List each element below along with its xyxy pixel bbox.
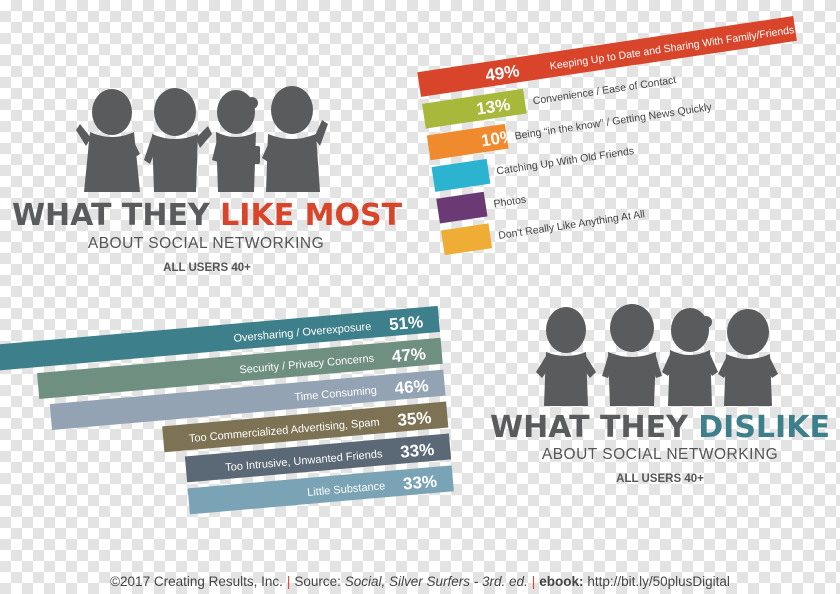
like-value-label: 13% [475,95,511,119]
people-silhouettes-dislike [536,304,778,406]
like-subtitle: ABOUT SOCIAL NETWORKING [88,235,324,252]
like-heading-part2: LIKE MOST [220,198,402,233]
dislike-bar [0,305,440,371]
like-category-label: Photos [493,194,527,211]
dislike-heading-part1: WHAT THEY [490,410,698,445]
person-silhouette-icon [144,88,212,192]
like-bar [440,223,493,256]
like-bar [436,191,488,224]
like-value-label: 6% [499,222,526,244]
dislike-heading: WHAT THEY DISLIKE [490,410,830,445]
like-bar [417,16,797,97]
footer-source-title: Social, Silver Surfers - 3rd. ed. [344,574,528,589]
like-bar [431,158,491,192]
person-silhouette-icon [262,86,328,192]
like-heading: WHAT THEY LIKE MOST [12,198,403,233]
dislike-bar [37,337,443,400]
person-silhouette-icon [602,304,662,406]
like-value-label: 49% [484,61,520,85]
footer-separator: | [286,574,291,589]
like-bar-chart: 49%Keeping Up to Date and Sharing With F… [417,16,797,256]
dislike-value-label: 47% [391,344,427,366]
people-silhouettes-like [76,86,328,192]
dislike-value-label: 33% [402,472,438,494]
dislike-value-label: 46% [394,376,430,398]
dislike-value-label: 33% [399,440,435,462]
dislike-bar [187,465,454,515]
dislike-value-label: 35% [397,408,433,430]
like-audience: ALL USERS 40+ [163,262,251,274]
dislike-bar [184,433,452,483]
dislike-audience: ALL USERS 40+ [616,473,704,485]
like-category-label: Catching Up With Old Friends [496,145,635,177]
dislike-bar [162,401,449,453]
footer-copyright: ©2017 Creating Results, Inc. [110,574,283,589]
dislike-subtitle: ABOUT SOCIAL NETWORKING [542,446,778,463]
footer: ©2017 Creating Results, Inc. | Source: Soc… [0,574,840,589]
like-category-label: Being “in the know” / Getting News Quick… [514,101,713,142]
like-value-label: 7% [489,159,516,181]
like-category-label: Convenience / Ease of Contact [532,74,677,107]
dislike-bar [49,369,446,431]
like-heading-part1: WHAT THEY [12,198,220,233]
person-silhouette-icon [662,308,718,406]
like-value-label: 10% [480,127,516,151]
footer-ebook-link[interactable]: http://bit.ly/50plusDigital [587,574,730,589]
person-silhouette-icon [536,307,596,406]
like-bar [422,88,527,129]
dislike-heading-part2: DISLIKE [698,410,830,445]
like-value-label: 6% [494,191,521,213]
person-silhouette-icon [718,309,778,406]
footer-ebook-label: ebook: [539,574,584,589]
footer-source-label: Source: [294,574,341,589]
dislike-bar-chart: 51%Oversharing / Overexposure47%Security… [0,305,454,515]
dislike-value-label: 51% [388,312,424,334]
person-silhouette-icon [212,90,260,192]
person-silhouette-icon [76,89,140,192]
footer-separator: | [531,574,536,589]
like-bar [426,123,509,161]
